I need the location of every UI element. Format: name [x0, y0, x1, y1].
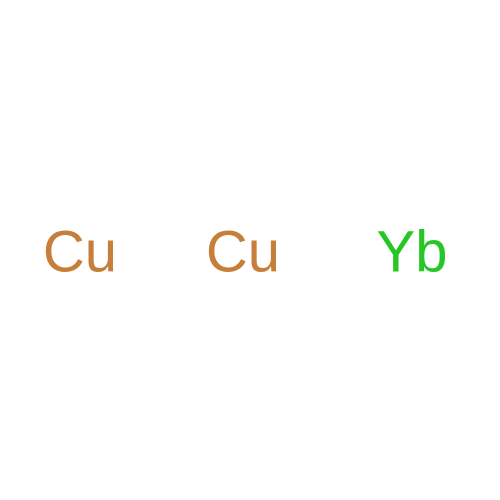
atom-cu-1: Cu: [43, 219, 117, 286]
atom-yb: Yb: [377, 219, 448, 286]
structure-canvas: Cu Cu Yb: [0, 0, 500, 500]
atom-cu-2: Cu: [206, 219, 280, 286]
